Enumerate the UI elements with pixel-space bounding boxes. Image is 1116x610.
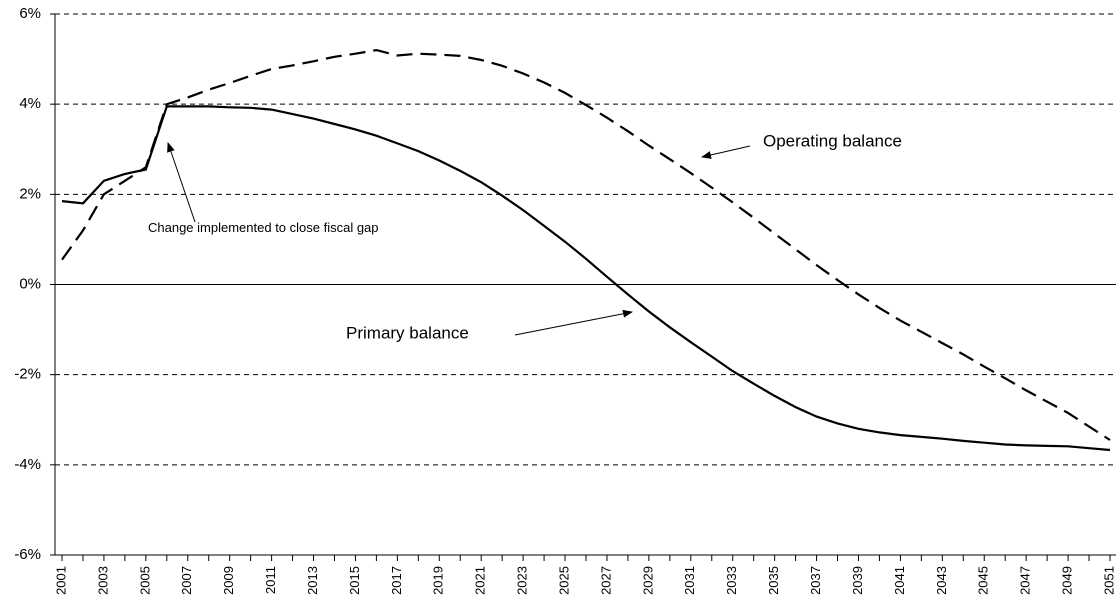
x-tick-label: 2007 xyxy=(179,566,194,595)
x-tick-label: 2041 xyxy=(892,566,907,595)
y-tick-label: -6% xyxy=(14,546,41,563)
arrow xyxy=(167,142,196,223)
x-tick-label: 2023 xyxy=(515,566,530,595)
x-tick-label: 2003 xyxy=(95,566,110,595)
x-tick-label: 2049 xyxy=(1060,566,1075,595)
x-tick-label: 2035 xyxy=(766,566,781,595)
x-tick-label: 2047 xyxy=(1018,566,1033,595)
x-tick-label: 2013 xyxy=(305,566,320,595)
y-tick-label: 4% xyxy=(19,95,41,112)
annotation: Change implemented to close fiscal gap xyxy=(148,220,379,235)
y-tick-label: 0% xyxy=(19,275,41,292)
y-tick-label: 6% xyxy=(19,5,41,22)
y-tick-label: -4% xyxy=(14,456,41,473)
x-tick-label: 2033 xyxy=(724,566,739,595)
series-label: Primary balance xyxy=(346,323,469,342)
series-label: Operating balance xyxy=(763,131,902,150)
x-tick-label: 2021 xyxy=(473,566,488,595)
x-tick-label: 2045 xyxy=(976,566,991,595)
x-tick-label: 2005 xyxy=(137,566,152,595)
x-tick-label: 2019 xyxy=(431,566,446,595)
x-tick-label: 2015 xyxy=(347,566,362,595)
x-tick-label: 2027 xyxy=(598,566,613,595)
x-tick-label: 2011 xyxy=(263,566,278,594)
x-tick-label: 2017 xyxy=(389,566,404,595)
x-tick-label: 2037 xyxy=(808,566,823,595)
annotation-box: Change implemented to close fiscal gap xyxy=(148,220,379,235)
x-tick-label: 2043 xyxy=(934,566,949,595)
y-tick-label: -2% xyxy=(14,366,41,383)
x-tick-label: 2031 xyxy=(682,566,697,595)
x-tick-label: 2001 xyxy=(53,566,68,595)
x-tick-label: 2025 xyxy=(556,566,571,595)
x-tick-label: 2039 xyxy=(850,566,865,595)
x-tick-label: 2029 xyxy=(640,566,655,595)
x-tick-label: 2051 xyxy=(1101,566,1116,595)
series-line xyxy=(61,48,1111,441)
series-line xyxy=(61,105,1111,452)
arrow xyxy=(701,145,751,159)
arrow xyxy=(514,309,633,336)
x-tick-label: 2009 xyxy=(221,566,236,595)
y-tick-label: 2% xyxy=(19,185,41,202)
